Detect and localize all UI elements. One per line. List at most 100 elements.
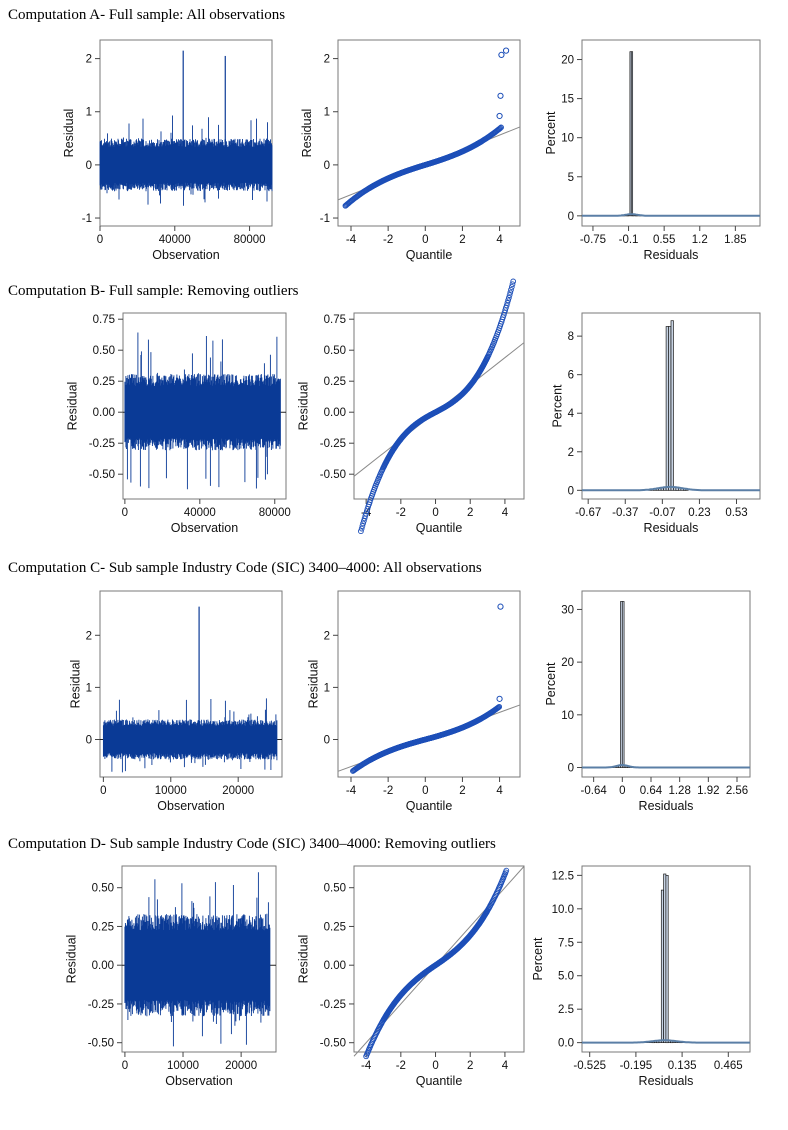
- y-tick-label: 10: [561, 710, 574, 722]
- x-axis-label: Observation: [152, 248, 219, 262]
- y-tick-label: 0: [86, 160, 92, 172]
- y-tick-label: 5.0: [558, 971, 574, 983]
- qq-point: [496, 703, 503, 710]
- x-tick-label: 4: [502, 1060, 509, 1072]
- y-tick-label: -1: [82, 213, 92, 225]
- x-tick-label: 1.2: [692, 234, 708, 246]
- plot-panel-sec1-qq: -4 -2 0 2 4 -0.50 -0.25 0.00 0.25 0.50 0.75 Quantil…: [297, 278, 525, 535]
- section-c-title: Computation C- Sub sample Industry Code …: [8, 560, 482, 576]
- x-tick-label: 0.465: [714, 1060, 743, 1072]
- y-tick-label: 2: [568, 447, 574, 459]
- normal-density-curve: [582, 1039, 750, 1044]
- x-tick-label: -0.67: [575, 507, 601, 519]
- qq-point: [496, 125, 503, 132]
- normal-density-curve: [582, 213, 760, 217]
- x-axis-label: Quantile: [416, 521, 463, 535]
- x-tick-label: -0.195: [620, 1060, 653, 1072]
- y-tick-label: 15: [561, 94, 574, 106]
- qq-point: [506, 292, 513, 298]
- y-tick-label: 5: [568, 172, 574, 184]
- y-tick-label: 0.00: [324, 960, 346, 972]
- x-axis-label: Observation: [165, 1074, 232, 1088]
- y-axis-label: Residual: [69, 660, 83, 709]
- y-axis-label: Residual: [297, 382, 311, 431]
- qq-point: [361, 518, 367, 524]
- histogram-bar: [665, 875, 669, 1044]
- qq-point: [358, 525, 365, 532]
- y-tick-label: -0.25: [320, 438, 346, 450]
- x-tick-label: -2: [396, 1060, 406, 1072]
- section-d-title: Computation D- Sub sample Industry Code …: [8, 836, 496, 852]
- x-axis-label: Quantile: [406, 248, 453, 262]
- plot-panel-sec2-line: 0 10000 20000 0 1 2 Observation Residual: [69, 590, 283, 813]
- qq-point: [508, 286, 514, 293]
- section-a-title: Computation A- Full sample: All observat…: [8, 7, 286, 23]
- x-tick-label: -0.75: [580, 234, 606, 246]
- normal-density-curve: [582, 485, 760, 492]
- y-axis-label: Residual: [307, 660, 321, 709]
- x-tick-label: 0.135: [668, 1060, 697, 1072]
- x-tick-label: 1.85: [724, 234, 746, 246]
- plot-frame: [99, 39, 273, 227]
- plot-panel-sec0-histogram: -0.75 -0.1 0.55 1.2 1.85 0 5 10 15 20 Residuals Per…: [544, 39, 761, 262]
- x-tick-label: 1.28: [668, 785, 690, 797]
- y-tick-label: 10.0: [552, 904, 574, 916]
- y-tick-label: 1: [86, 682, 92, 694]
- y-axis-label: Percent: [551, 384, 565, 428]
- qq-outlier-point: [496, 112, 503, 120]
- x-tick-label: 80000: [259, 507, 291, 519]
- y-tick-label: 0: [568, 211, 574, 223]
- x-tick-label: 0.55: [653, 234, 675, 246]
- y-tick-label: 0.50: [92, 883, 114, 895]
- x-tick-label: 0: [619, 785, 625, 797]
- qq-point: [509, 281, 516, 288]
- x-tick-label: -4: [346, 785, 357, 797]
- y-axis-label: Percent: [531, 937, 545, 981]
- qq-point: [505, 297, 511, 304]
- residual-series: [102, 698, 278, 773]
- x-tick-label: 0.23: [688, 507, 710, 519]
- qq-point: [494, 705, 501, 711]
- x-tick-label: 4: [496, 785, 503, 797]
- plot-panel-sec0-qq: -4 -2 0 2 4 -1 0 1 2 Quantile Residual: [300, 39, 521, 262]
- y-tick-label: 2: [86, 54, 92, 66]
- x-tick-label: 2: [467, 1060, 473, 1072]
- y-tick-label: 0.0: [558, 1038, 574, 1050]
- plot-panel-sec0-line: 0 40000 80000 -1 0 1 2 Observation Residual: [62, 39, 273, 262]
- qq-point: [360, 520, 366, 527]
- y-tick-label: -0.25: [320, 999, 346, 1011]
- residual-series: [124, 332, 281, 490]
- x-tick-label: 80000: [234, 234, 266, 246]
- x-tick-label: -2: [396, 507, 406, 519]
- y-tick-label: -0.50: [89, 469, 115, 481]
- y-tick-label: 0: [324, 734, 330, 746]
- x-tick-label: 2.56: [726, 785, 748, 797]
- y-tick-label: 0.50: [93, 345, 115, 357]
- qq-outlier-point: [498, 51, 505, 58]
- x-tick-label: 0: [432, 507, 438, 519]
- qq-outlier-point: [497, 603, 504, 610]
- x-tick-label: 0: [100, 785, 106, 797]
- x-tick-label: 0: [422, 234, 428, 246]
- histogram-bar: [670, 320, 674, 491]
- qq-point: [359, 523, 366, 529]
- plot-panel-sec2-qq: -4 -2 0 2 4 0 1 2 Quantile Residual: [307, 590, 521, 813]
- y-tick-label: 30: [561, 604, 574, 616]
- y-tick-label: -0.25: [88, 999, 114, 1011]
- qq-outlier-point: [502, 47, 510, 54]
- y-axis-label: Percent: [544, 662, 558, 706]
- y-tick-label: 0.50: [324, 883, 346, 895]
- y-tick-label: -0.50: [320, 469, 346, 481]
- plot-frame: [337, 590, 521, 778]
- x-tick-label: -0.1: [619, 234, 639, 246]
- y-tick-label: 0.75: [93, 314, 115, 326]
- x-tick-label: 0: [122, 507, 128, 519]
- y-tick-label: 0: [86, 734, 92, 746]
- y-tick-label: 8: [568, 331, 574, 343]
- x-tick-label: 2: [459, 234, 465, 246]
- y-axis-label: Residual: [62, 109, 76, 158]
- x-axis-label: Residuals: [639, 1074, 694, 1088]
- y-tick-label: 20: [561, 657, 574, 669]
- x-tick-label: -0.37: [612, 507, 638, 519]
- x-tick-label: 40000: [159, 234, 191, 246]
